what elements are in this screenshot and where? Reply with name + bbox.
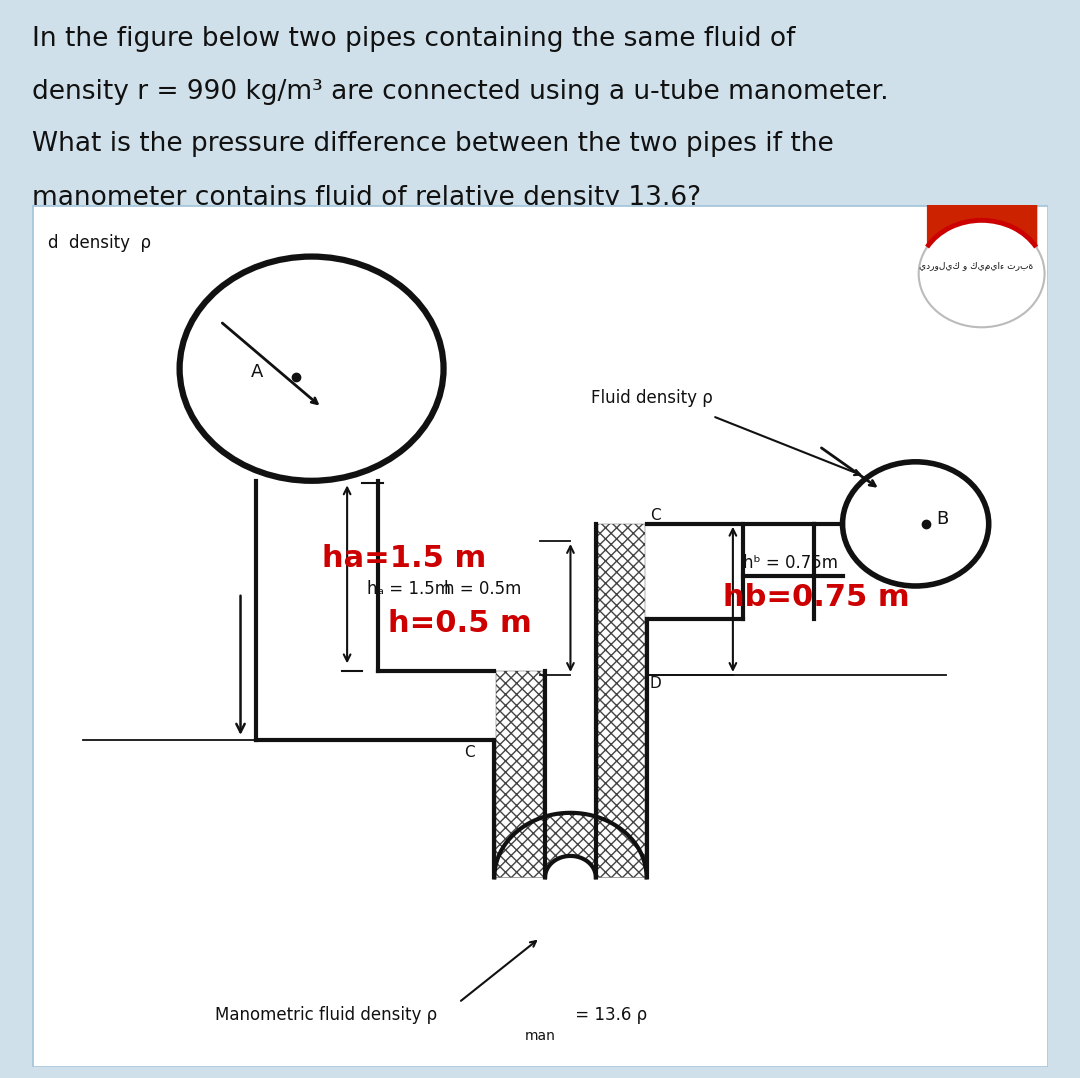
Text: C: C: [464, 745, 474, 760]
Text: D: D: [650, 676, 661, 691]
Text: Manometric fluid density ρ: Manometric fluid density ρ: [215, 1006, 437, 1024]
Text: A: A: [251, 363, 264, 382]
Text: What is the pressure difference between the two pipes if the: What is the pressure difference between …: [32, 132, 834, 157]
Text: manometer contains fluid of relative density 13.6?: manometer contains fluid of relative den…: [32, 185, 701, 211]
Text: hb=0.75 m: hb=0.75 m: [723, 583, 909, 611]
Polygon shape: [495, 813, 647, 877]
Text: In the figure below two pipes containing the same fluid of: In the figure below two pipes containing…: [32, 26, 796, 53]
FancyBboxPatch shape: [32, 205, 1048, 1067]
Text: man: man: [525, 1028, 555, 1042]
Text: h = 0.5m: h = 0.5m: [444, 580, 521, 597]
Bar: [598, 524, 645, 877]
Text: Fluid density ρ: Fluid density ρ: [591, 389, 713, 407]
Text: density r = 990 kg/m³ are connected using a u-tube manometer.: density r = 990 kg/m³ are connected usin…: [32, 79, 889, 105]
Text: d  density  ρ: d density ρ: [48, 234, 150, 252]
Text: B: B: [936, 510, 948, 528]
Circle shape: [919, 220, 1044, 328]
Text: ha=1.5 m: ha=1.5 m: [322, 544, 486, 572]
Text: C: C: [650, 508, 660, 523]
Text: hᵇ = 0.75m: hᵇ = 0.75m: [743, 554, 838, 571]
Bar: [497, 671, 543, 877]
Text: h=0.5 m: h=0.5 m: [388, 609, 531, 637]
Text: hₐ = 1.5m: hₐ = 1.5m: [367, 580, 451, 597]
Text: يدروليك و كيمياء تربة: يدروليك و كيمياء تربة: [919, 262, 1034, 272]
Text: = 13.6 ρ: = 13.6 ρ: [570, 1006, 648, 1024]
